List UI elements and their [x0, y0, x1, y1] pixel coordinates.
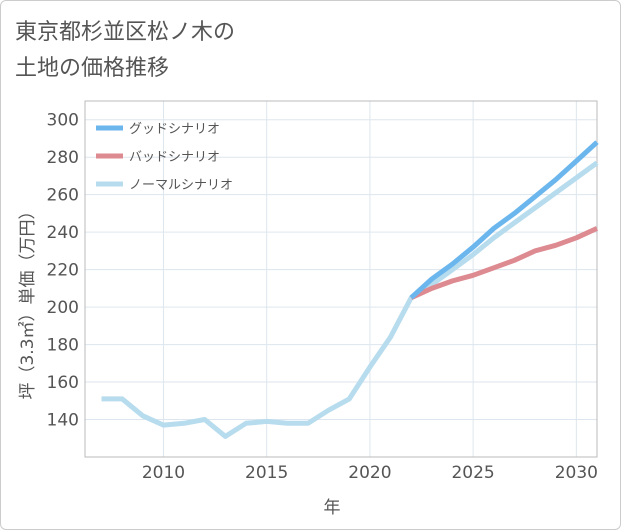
legend-label-2: バッドシナリオ [129, 150, 220, 165]
plot-frame [84, 100, 598, 458]
series-line-1 [409, 140, 599, 300]
tick-labels: 2010 2015 2020 2025 2030 140 160 180 200 220 240 26… [47, 111, 598, 483]
series-line-2 [410, 226, 599, 300]
legend-label-3: ノーマルシナリオ [129, 178, 233, 193]
x-tick-label: 2010 [142, 463, 185, 483]
y-tick-label: 140 [47, 411, 79, 431]
x-tick-label: 2025 [451, 463, 494, 483]
y-tick-label: 260 [47, 186, 79, 206]
legend-label-1: グッドシナリオ [129, 122, 220, 137]
y-tick-label: 200 [47, 298, 79, 318]
y-tick-label: 240 [47, 223, 79, 243]
x-tick-label: 2020 [348, 463, 391, 483]
y-tick-label: 180 [47, 336, 79, 356]
x-tick-label: 2015 [245, 463, 288, 483]
x-tick-label: 2030 [555, 463, 598, 483]
chart-title: 東京都杉並区松ノ木の 土地の価格推移 [15, 20, 236, 81]
series-layer [101, 140, 599, 439]
series-line-3 [101, 160, 599, 439]
x-axis-label: 年 [324, 498, 341, 518]
y-axis-label: 坪（3.3㎡）単価（万円） [18, 202, 38, 399]
y-tick-label: 280 [47, 148, 79, 168]
y-tick-label: 220 [47, 261, 79, 281]
y-tick-label: 160 [47, 373, 79, 393]
y-tick-label: 300 [47, 111, 79, 131]
